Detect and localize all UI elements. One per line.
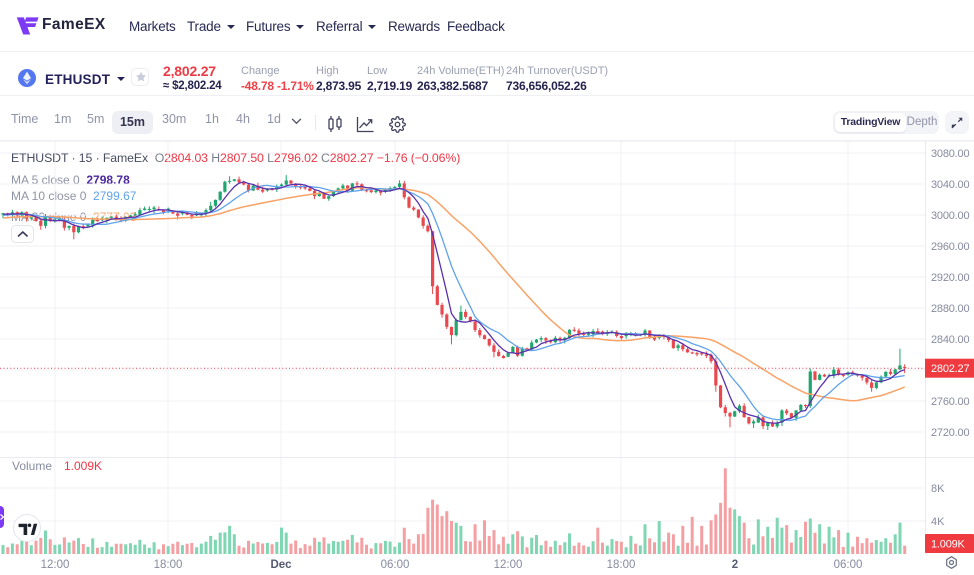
svg-text:2720.00: 2720.00 — [931, 427, 969, 439]
svg-text:2802.27: 2802.27 — [931, 363, 969, 375]
svg-text:3040.00: 3040.00 — [931, 179, 969, 191]
svg-text:2960.00: 2960.00 — [931, 241, 969, 253]
svg-text:Volume: Volume — [12, 459, 52, 473]
svg-text:12:00: 12:00 — [41, 559, 70, 571]
svg-text:1.009K: 1.009K — [64, 459, 102, 473]
svg-text:1.009K: 1.009K — [931, 539, 966, 551]
svg-text:Dec: Dec — [270, 559, 292, 571]
svg-text:2760.00: 2760.00 — [931, 396, 969, 408]
svg-text:18:00: 18:00 — [607, 559, 636, 571]
svg-text:2880.00: 2880.00 — [931, 303, 969, 315]
svg-text:06:00: 06:00 — [381, 559, 410, 571]
svg-text:3000.00: 3000.00 — [931, 210, 969, 222]
svg-text:12:00: 12:00 — [494, 559, 523, 571]
svg-text:2840.00: 2840.00 — [931, 334, 969, 346]
svg-text:3080.00: 3080.00 — [931, 148, 969, 160]
svg-text:2: 2 — [732, 559, 738, 571]
svg-text:4K: 4K — [931, 516, 945, 528]
svg-text:06:00: 06:00 — [834, 559, 863, 571]
svg-text:2920.00: 2920.00 — [931, 272, 969, 284]
svg-text:18:00: 18:00 — [154, 559, 183, 571]
svg-text:8K: 8K — [931, 483, 945, 495]
